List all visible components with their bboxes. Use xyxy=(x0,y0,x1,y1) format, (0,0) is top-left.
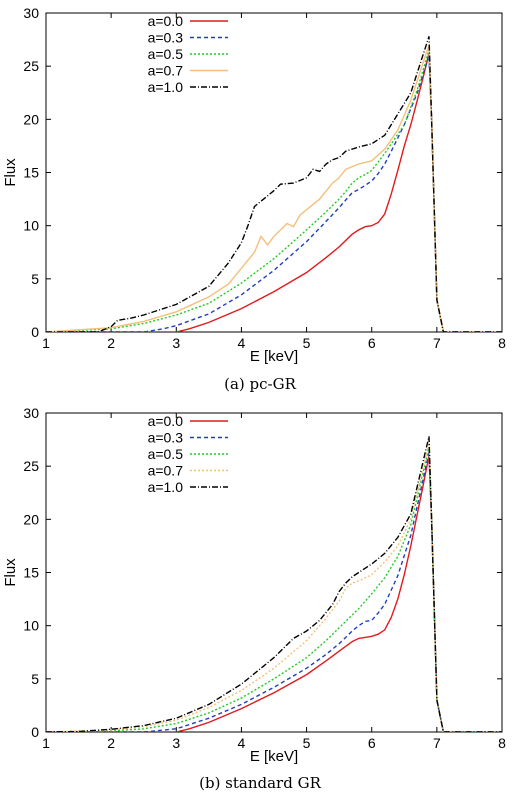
x-tick-label: 2 xyxy=(107,335,115,351)
series-line-a-1-0 xyxy=(46,436,502,732)
chart-panel-a: 1 2 3 4 5 6 7 8 0 5 10 15 20 25 30 E [keV] Flux a=0.0 a=0.… xyxy=(2,5,506,393)
x-tick-label: 3 xyxy=(172,735,180,751)
legend-label: a=0.3 xyxy=(148,430,184,446)
y-tick-label: 20 xyxy=(23,511,39,527)
x-tick-label: 1 xyxy=(42,335,50,351)
y-tick-label: 0 xyxy=(31,724,39,740)
chart-panel-b: 1 2 3 4 5 6 7 8 0 5 10 15 20 25 30 E [keV] Flux a=0.0 a=0.… xyxy=(0,400,520,796)
legend-label: a=0.3 xyxy=(148,30,184,46)
x-tick-label: 7 xyxy=(433,735,441,751)
y-tick-label: 25 xyxy=(23,58,39,74)
y-tick-label: 15 xyxy=(23,565,39,581)
x-tick-label: 1 xyxy=(42,735,50,751)
x-tick-label: 3 xyxy=(172,335,180,351)
series-line-a-1-0 xyxy=(46,36,502,332)
x-tick-label: 4 xyxy=(238,735,246,751)
legend-label: a=0.5 xyxy=(148,446,184,462)
y-tick-label: 15 xyxy=(23,165,39,181)
y-axis-label: Flux xyxy=(2,158,19,187)
x-tick-label: 5 xyxy=(303,735,311,751)
caption-a: (a) pc-GR xyxy=(224,375,296,393)
y-tick-label: 30 xyxy=(23,5,39,21)
x-tick-label: 8 xyxy=(498,335,506,351)
x-tick-label: 2 xyxy=(107,735,115,751)
x-tick-label: 6 xyxy=(368,335,376,351)
x-axis-label: E [keV] xyxy=(250,348,298,365)
caption-b: (b) standard GR xyxy=(199,774,321,792)
legend-label: a=0.0 xyxy=(148,413,184,429)
y-tick-label: 5 xyxy=(31,271,39,287)
x-axis-label: E [keV] xyxy=(250,748,298,765)
y-tick-label: 10 xyxy=(23,618,39,634)
legend-label: a=0.7 xyxy=(148,463,184,479)
y-tick-label: 30 xyxy=(23,405,39,421)
x-tick-label: 6 xyxy=(368,735,376,751)
legend-label: a=1.0 xyxy=(148,79,184,95)
legend-label: a=0.5 xyxy=(148,46,184,62)
legend-label: a=0.7 xyxy=(148,63,184,79)
y-tick-label: 5 xyxy=(31,671,39,687)
y-tick-label: 10 xyxy=(23,218,39,234)
x-tick-label: 4 xyxy=(238,335,246,351)
y-axis-label: Flux xyxy=(2,558,19,587)
legend-label: a=1.0 xyxy=(148,479,184,495)
x-tick-label: 8 xyxy=(498,735,506,751)
x-tick-label: 7 xyxy=(433,335,441,351)
legend-label: a=0.0 xyxy=(148,13,184,29)
y-tick-label: 0 xyxy=(31,324,39,340)
y-tick-label: 25 xyxy=(23,458,39,474)
x-tick-label: 5 xyxy=(303,335,311,351)
y-tick-label: 20 xyxy=(23,111,39,127)
